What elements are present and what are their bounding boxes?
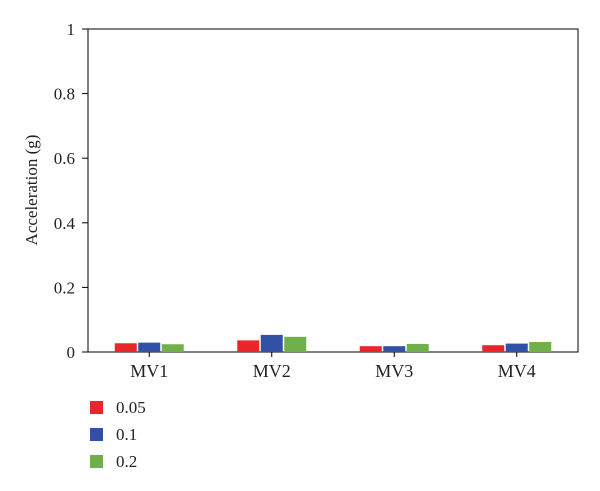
bar-mv4-0.05 xyxy=(482,345,505,352)
legend: 0.05 0.1 0.2 xyxy=(90,398,146,471)
legend-label: 0.1 xyxy=(116,425,137,444)
legend-swatch xyxy=(90,455,103,468)
legend-label: 0.05 xyxy=(116,398,146,417)
y-tick-label: 1 xyxy=(67,20,76,39)
bar-mv4-0.1 xyxy=(505,343,528,352)
bar-mv1-0.1 xyxy=(138,342,161,352)
y-tick-label: 0.4 xyxy=(54,214,76,233)
x-category-label: MV4 xyxy=(498,361,536,381)
legend-swatch xyxy=(90,428,103,441)
y-tick-label: 0.6 xyxy=(54,149,75,168)
bar-mv3-0.2 xyxy=(406,343,429,352)
bar-mv2-0.1 xyxy=(260,334,283,352)
plot-area xyxy=(87,28,579,353)
x-category-label: MV2 xyxy=(253,361,291,381)
x-axis: MV1 MV2 MV3 MV4 xyxy=(130,352,536,381)
bars xyxy=(114,334,552,352)
y-axis: 0 0.2 0.4 0.6 0.8 1 xyxy=(54,20,88,362)
x-category-label: MV3 xyxy=(375,361,413,381)
bar-mv1-0.05 xyxy=(114,343,137,352)
x-category-label: MV1 xyxy=(130,361,168,381)
y-axis-label: Acceleration (g) xyxy=(22,135,41,246)
y-tick-label: 0 xyxy=(67,343,76,362)
bar-mv2-0.2 xyxy=(284,336,307,352)
y-tick-label: 0.2 xyxy=(54,278,75,297)
bar-mv1-0.2 xyxy=(161,344,184,352)
bar-mv3-0.1 xyxy=(383,346,406,352)
bar-mv3-0.05 xyxy=(359,346,382,352)
legend-swatch xyxy=(90,401,103,414)
bar-mv2-0.05 xyxy=(237,340,260,352)
legend-label: 0.2 xyxy=(116,452,137,471)
bar-mv4-0.2 xyxy=(529,341,552,352)
y-tick-label: 0.8 xyxy=(54,85,75,104)
